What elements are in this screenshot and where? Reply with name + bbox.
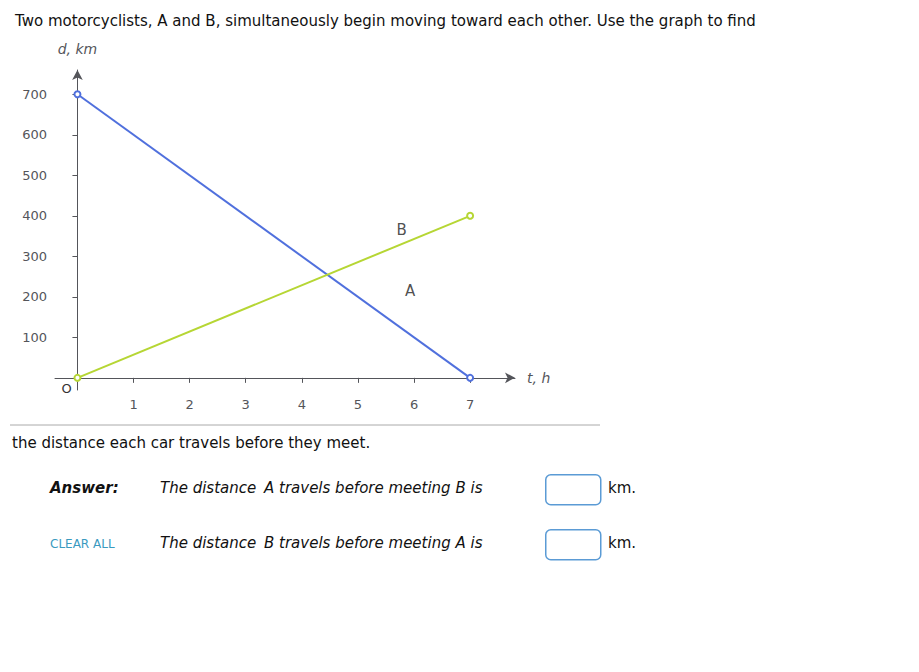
svg-text:Answer:: Answer:: [49, 479, 119, 497]
svg-text:100: 100: [22, 330, 47, 345]
svg-text:600: 600: [22, 127, 47, 142]
svg-text:4: 4: [298, 397, 306, 412]
svg-text:O: O: [61, 381, 71, 396]
svg-text:B: B: [397, 221, 407, 239]
svg-text:1: 1: [129, 397, 137, 412]
svg-text:Two motorcyclists, A and B, si: Two motorcyclists, A and B, simultaneous…: [14, 12, 756, 30]
svg-text:5: 5: [354, 397, 362, 412]
svg-text:km.: km.: [608, 479, 636, 497]
svg-text:the distance each car travels: the distance each car travels before the…: [12, 434, 370, 452]
svg-text:700: 700: [22, 87, 47, 102]
svg-text:t, h: t, h: [527, 370, 550, 386]
svg-text:The distance A travels before: The distance A travels before meeting B …: [160, 479, 483, 497]
svg-text:2: 2: [185, 397, 193, 412]
svg-text:A: A: [405, 282, 416, 300]
svg-text:The distance B travels before: The distance B travels before meeting A …: [160, 534, 483, 552]
svg-text:km.: km.: [608, 534, 636, 552]
svg-text:6: 6: [410, 397, 418, 412]
svg-text:CLEAR ALL: CLEAR ALL: [50, 537, 115, 551]
svg-text:400: 400: [22, 208, 47, 223]
svg-text:300: 300: [22, 249, 47, 264]
svg-text:7: 7: [466, 397, 474, 412]
svg-text:500: 500: [22, 168, 47, 183]
svg-text:d, km: d, km: [58, 41, 98, 57]
svg-text:3: 3: [242, 397, 250, 412]
svg-text:200: 200: [22, 289, 47, 304]
